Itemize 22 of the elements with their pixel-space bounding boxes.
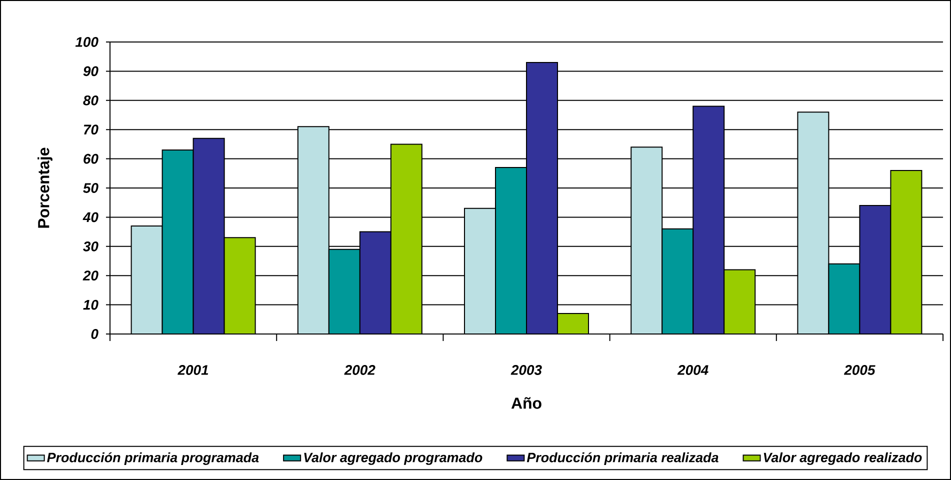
x-tick-label: 2001	[178, 365, 208, 375]
y-tick-label: 80	[83, 95, 98, 106]
y-tick-label: 20	[82, 270, 98, 281]
x-tick-label: 2004	[677, 365, 708, 375]
y-tick-label: 30	[83, 241, 98, 252]
y-tick-label: 100	[75, 37, 98, 47]
y-tick-label: 0	[91, 329, 98, 339]
x-tick-label: 2005	[844, 365, 876, 375]
legend-label: Valor agregado programado	[304, 452, 482, 465]
y-tick-label: 50	[83, 183, 98, 193]
legend-label: Valor agregado realizado	[764, 452, 922, 465]
x-tick-label: 2002	[344, 365, 376, 375]
legend-label: Producción primaria programada	[47, 452, 259, 465]
y-tick-label: 60	[84, 154, 98, 164]
y-tick-label: 90	[83, 66, 98, 76]
y-tick-label: 70	[84, 124, 98, 135]
x-axis-title: Año	[511, 397, 542, 409]
legend-label: Producción primaria realizada	[526, 452, 718, 465]
x-tick-label: 2003	[510, 365, 542, 375]
y-tick-label: 40	[82, 212, 98, 222]
y-tick-label: 10	[83, 300, 98, 310]
y-axis-title: Porcentaje	[38, 148, 52, 228]
